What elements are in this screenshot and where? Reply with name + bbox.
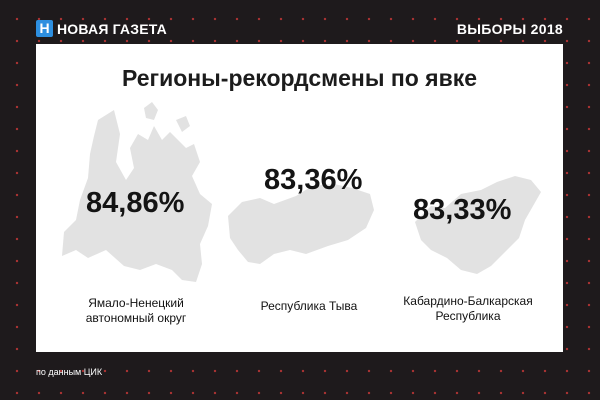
- region-name-line1: Ямало-Ненецкий: [88, 296, 184, 310]
- tuva-map-icon: [228, 184, 374, 264]
- infographic-title: Регионы-рекордсмены по явке: [121, 65, 478, 91]
- newspaper-logo[interactable]: Н НОВАЯ ГАЗЕТА: [36, 20, 167, 37]
- kabardino-balkaria-map-icon: [415, 176, 541, 274]
- yamalo-nenets-map-icon: [62, 102, 212, 282]
- region-name-line2: Республика: [435, 309, 501, 323]
- region-name: Ямало-Ненецкий автономный округ: [58, 296, 214, 326]
- region-percent: 84,86%: [86, 187, 185, 219]
- region-percent: 83,36%: [264, 164, 363, 196]
- region-yamalo-nenets: 84,86% Ямало-Ненецкий автономный округ: [36, 44, 226, 344]
- logo-text: НОВАЯ ГАЗЕТА: [57, 20, 167, 37]
- logo-mark-icon: Н: [36, 20, 53, 37]
- region-percent: 83,33%: [413, 194, 512, 226]
- infographic-card: Регионы-рекордсмены по явке 84,86% Ямало…: [36, 44, 563, 352]
- region-kabardino-balkaria: 83,33% Кабардино-Балкарская Республика: [381, 44, 563, 344]
- region-name-line1: Республика Тыва: [260, 299, 358, 313]
- source-note: по данным ЦИК: [36, 367, 103, 377]
- region-name: Кабардино-Балкарская Республика: [383, 294, 553, 324]
- region-tuva: 83,36% Республика Тыва: [216, 44, 386, 344]
- region-name: Республика Тыва: [234, 299, 384, 314]
- region-name-line2: автономный округ: [85, 311, 187, 325]
- header: Н НОВАЯ ГАЗЕТА ВЫБОРЫ 2018: [0, 0, 600, 44]
- region-name-line1: Кабардино-Балкарская: [403, 294, 533, 308]
- section-tag: ВЫБОРЫ 2018: [456, 21, 563, 37]
